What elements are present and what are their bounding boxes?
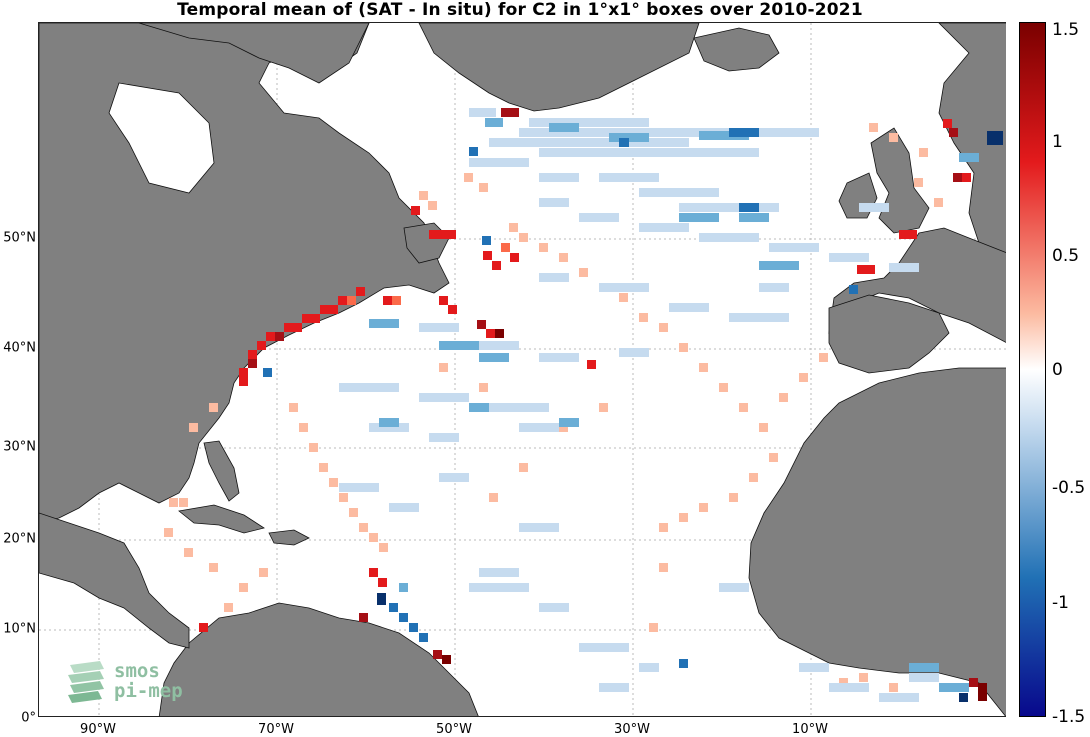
- colorbar-tick-label: -0.5: [1052, 478, 1086, 498]
- light-positive-cells: [164, 123, 943, 692]
- lon-tick-label: 90°W: [80, 722, 116, 737]
- extreme-negative-cells: [377, 131, 1003, 702]
- hispaniola-land: [268, 529, 310, 546]
- lat-tick-label: 40°N: [3, 340, 36, 356]
- map-canvas: [39, 23, 1006, 716]
- strong-negative-cells: [263, 128, 858, 668]
- lat-tick-label: 50°N: [3, 230, 36, 246]
- smos-pimep-logo: smos pi-mep: [66, 655, 216, 711]
- florida-land: [203, 440, 240, 502]
- logo-text-pimep: pi-mep: [114, 680, 183, 702]
- lat-tick-label: 0°: [21, 710, 36, 726]
- colorbar-tick-label: 1: [1052, 132, 1063, 152]
- iberia-land: [828, 294, 950, 374]
- data-cells: [164, 108, 1003, 702]
- lat-tick-label: 20°N: [3, 531, 36, 547]
- gulf-stream-positive-cells: [199, 108, 987, 701]
- scandinavia-land: [938, 23, 1006, 259]
- colorbar-tick-label: -1.5: [1052, 707, 1086, 727]
- lon-tick-label: 50°W: [436, 722, 472, 737]
- colorbar-tick-label: 1.5: [1052, 20, 1080, 40]
- lon-tick-label: 30°W: [614, 722, 650, 737]
- europe-land: [828, 227, 1006, 343]
- central-america-land: [39, 512, 190, 649]
- lon-tick-label: 70°W: [258, 722, 294, 737]
- baffin-island-land: [138, 23, 370, 84]
- logo-text-smos: smos: [114, 660, 160, 682]
- light-negative-cells: [339, 108, 939, 702]
- lon-tick-label: 10°W: [792, 722, 828, 737]
- colorbar-tick-label: -1: [1052, 593, 1069, 613]
- map-panel: [38, 22, 1006, 717]
- colorbar-tick-label: 0: [1052, 360, 1063, 380]
- south-america-land: [158, 602, 479, 716]
- lat-tick-label: 30°N: [3, 439, 36, 455]
- iceland-land: [693, 27, 780, 72]
- land-masses: [39, 23, 1006, 716]
- colorbar: [1019, 22, 1046, 717]
- cuba-land: [178, 504, 265, 534]
- map-title: Temporal mean of (SAT - In situ) for C2 …: [177, 0, 863, 20]
- lat-tick-label: 10°N: [3, 621, 36, 637]
- greenland-land: [418, 23, 700, 112]
- africa-land: [748, 367, 1006, 716]
- logo-waves-icon: [68, 661, 104, 703]
- colorbar-tick-label: 0.5: [1052, 246, 1080, 266]
- negative-cells: [369, 118, 979, 692]
